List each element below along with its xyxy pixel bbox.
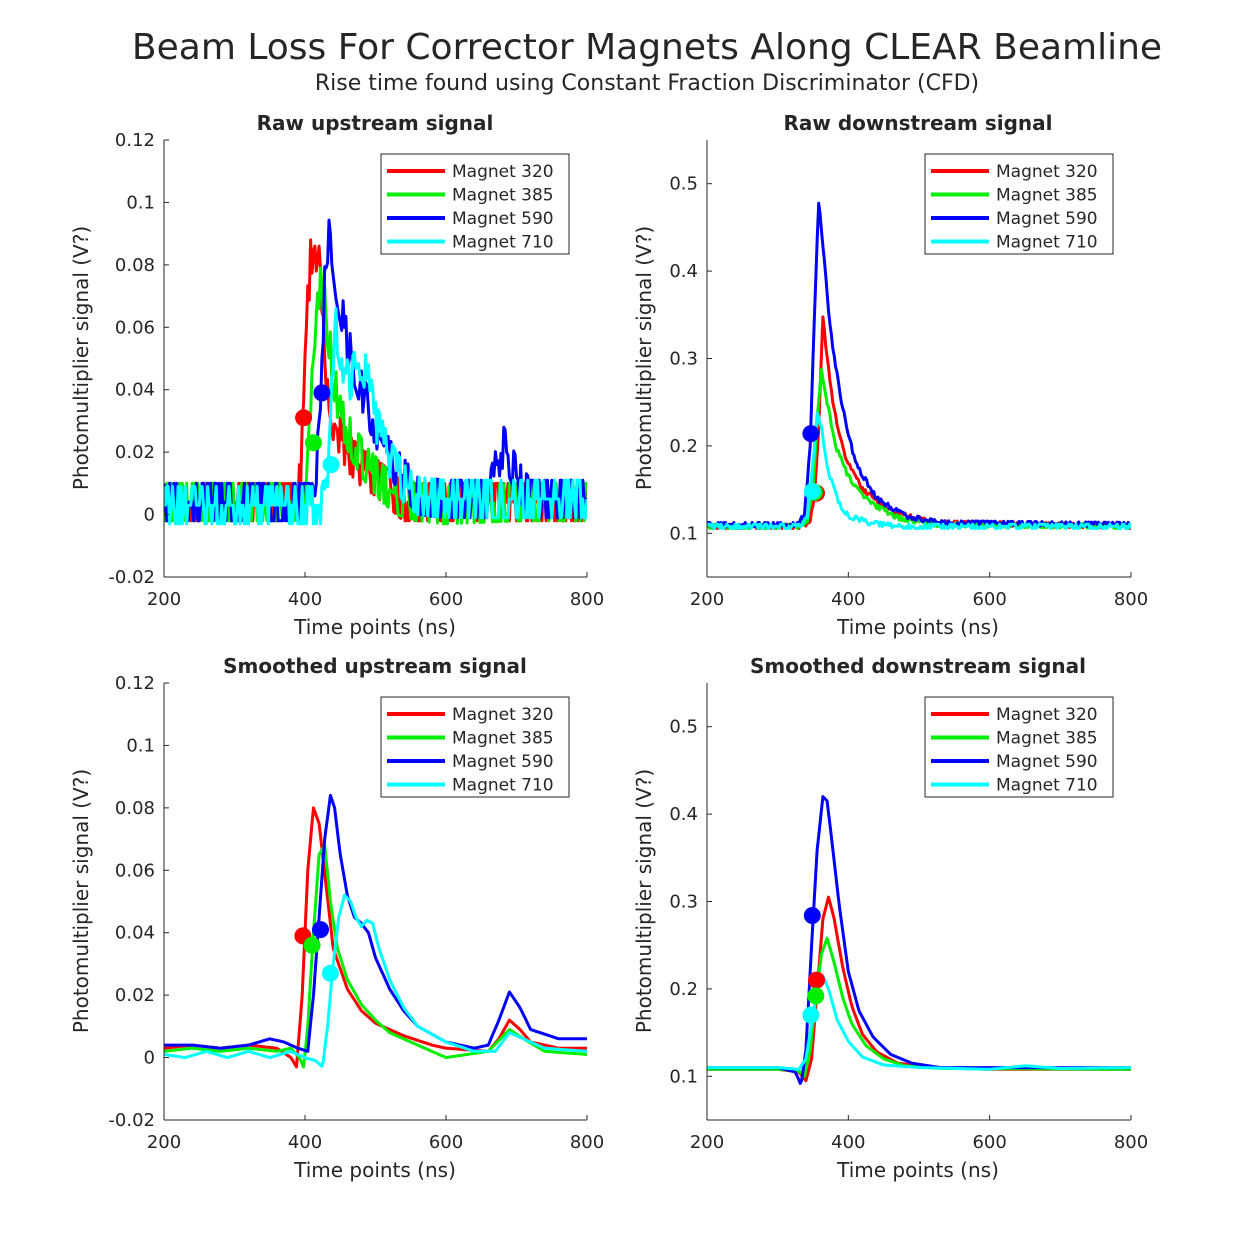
legend-label: Magnet 320 <box>452 705 554 725</box>
cfd-marker-magnet-385 <box>303 936 321 954</box>
x-tick-label: 200 <box>690 589 724 610</box>
x-tick-label: 600 <box>972 1132 1006 1153</box>
y-axis-label: Photomultiplier signal (V?) <box>69 769 93 1033</box>
legend-label: Magnet 385 <box>452 186 554 206</box>
y-tick-label: 0.2 <box>669 436 698 457</box>
cfd-marker-magnet-320 <box>808 971 826 989</box>
y-tick-label: 0.12 <box>115 673 155 694</box>
x-tick-label: 400 <box>831 589 865 610</box>
x-tick-label: 600 <box>429 589 463 610</box>
legend-label: Magnet 385 <box>452 729 554 749</box>
panel-smoothed-downstream: Smoothed downstream signal Time points (… <box>632 654 1148 1182</box>
cfd-marker-magnet-590 <box>313 384 331 402</box>
panel-raw-downstream: Raw downstream signal Time points (ns) P… <box>632 111 1148 639</box>
y-tick-label: 0.04 <box>115 380 155 401</box>
panel-title: Raw downstream signal <box>784 111 1053 135</box>
y-tick-label: -0.02 <box>108 1110 155 1131</box>
y-tick-label: 0.08 <box>115 798 155 819</box>
y-tick-label: 0.3 <box>669 349 698 370</box>
panel-title: Smoothed upstream signal <box>223 654 527 678</box>
y-tick-label: 0.5 <box>669 174 698 195</box>
legend-label: Magnet 710 <box>996 776 1098 796</box>
legend-label: Magnet 710 <box>996 233 1098 253</box>
series-line-magnet-710 <box>707 411 1131 530</box>
y-axis-label: Photomultiplier signal (V?) <box>69 226 93 490</box>
x-tick-label: 200 <box>690 1132 724 1153</box>
legend-label: Magnet 590 <box>996 209 1098 229</box>
x-axis-label: Time points (ns) <box>836 1158 999 1182</box>
y-tick-label: 0 <box>144 1048 155 1069</box>
legend-label: Magnet 385 <box>996 729 1098 749</box>
y-tick-label: 0.06 <box>115 317 155 338</box>
y-tick-label: -0.02 <box>108 567 155 588</box>
x-axis-label: Time points (ns) <box>836 615 999 639</box>
cfd-marker-magnet-590 <box>802 425 820 443</box>
y-tick-label: 0.1 <box>669 1066 698 1087</box>
y-tick-label: 0.4 <box>669 261 698 282</box>
y-tick-label: 0.2 <box>669 979 698 1000</box>
cfd-marker-magnet-590 <box>312 921 330 939</box>
x-tick-label: 400 <box>831 1132 865 1153</box>
y-tick-label: 0.4 <box>669 804 698 825</box>
legend-label: Magnet 590 <box>452 752 554 772</box>
x-tick-label: 200 <box>147 589 181 610</box>
cfd-marker-magnet-385 <box>304 434 322 452</box>
series-line-magnet-710 <box>164 893 587 1068</box>
x-axis-label: Time points (ns) <box>293 1158 456 1182</box>
panel-title: Smoothed downstream signal <box>750 654 1086 678</box>
legend-label: Magnet 710 <box>452 233 554 253</box>
y-axis-label: Photomultiplier signal (V?) <box>632 226 656 490</box>
y-tick-label: 0.1 <box>126 192 155 213</box>
cfd-marker-magnet-590 <box>803 906 821 924</box>
y-tick-label: 0.12 <box>115 130 155 151</box>
panel-smoothed-upstream: Smoothed upstream signal Time points (ns… <box>69 654 604 1182</box>
cfd-marker-magnet-710 <box>321 964 339 982</box>
panel-raw-upstream: Raw upstream signal Time points (ns) Pho… <box>69 111 604 639</box>
x-tick-label: 600 <box>972 589 1006 610</box>
x-tick-label: 600 <box>429 1132 463 1153</box>
legend-label: Magnet 320 <box>996 705 1098 725</box>
y-axis-label: Photomultiplier signal (V?) <box>632 769 656 1033</box>
cfd-marker-magnet-320 <box>295 409 313 427</box>
x-tick-label: 800 <box>570 589 604 610</box>
x-axis-label: Time points (ns) <box>293 615 456 639</box>
y-tick-label: 0.1 <box>669 523 698 544</box>
cfd-marker-magnet-710 <box>322 456 340 474</box>
y-tick-label: 0.5 <box>669 717 698 738</box>
series-line-magnet-590 <box>164 793 587 1053</box>
y-tick-label: 0.02 <box>115 985 155 1006</box>
y-tick-label: 0.08 <box>115 255 155 276</box>
legend-label: Magnet 385 <box>996 186 1098 206</box>
cfd-marker-magnet-385 <box>807 987 825 1005</box>
y-tick-label: 0.06 <box>115 860 155 881</box>
figure-title: Beam Loss For Corrector Magnets Along CL… <box>132 27 1162 68</box>
x-tick-label: 200 <box>147 1132 181 1153</box>
legend-label: Magnet 710 <box>452 776 554 796</box>
x-tick-label: 800 <box>570 1132 604 1153</box>
y-tick-label: 0 <box>144 505 155 526</box>
x-tick-label: 400 <box>288 589 322 610</box>
cfd-marker-magnet-710 <box>803 482 821 500</box>
y-tick-label: 0.02 <box>115 442 155 463</box>
cfd-marker-magnet-710 <box>802 1006 820 1024</box>
y-tick-label: 0.3 <box>669 892 698 913</box>
y-tick-label: 0.04 <box>115 923 155 944</box>
legend-label: Magnet 320 <box>452 162 554 182</box>
series-line-magnet-710 <box>164 307 587 526</box>
series-line-magnet-710 <box>707 974 1131 1071</box>
y-tick-label: 0.1 <box>126 735 155 756</box>
panel-title: Raw upstream signal <box>257 111 494 135</box>
figure-subtitle: Rise time found using Constant Fraction … <box>315 71 979 96</box>
legend-label: Magnet 320 <box>996 162 1098 182</box>
legend-label: Magnet 590 <box>452 209 554 229</box>
x-tick-label: 800 <box>1114 1132 1148 1153</box>
x-tick-label: 800 <box>1114 589 1148 610</box>
x-tick-label: 400 <box>288 1132 322 1153</box>
legend-label: Magnet 590 <box>996 752 1098 772</box>
